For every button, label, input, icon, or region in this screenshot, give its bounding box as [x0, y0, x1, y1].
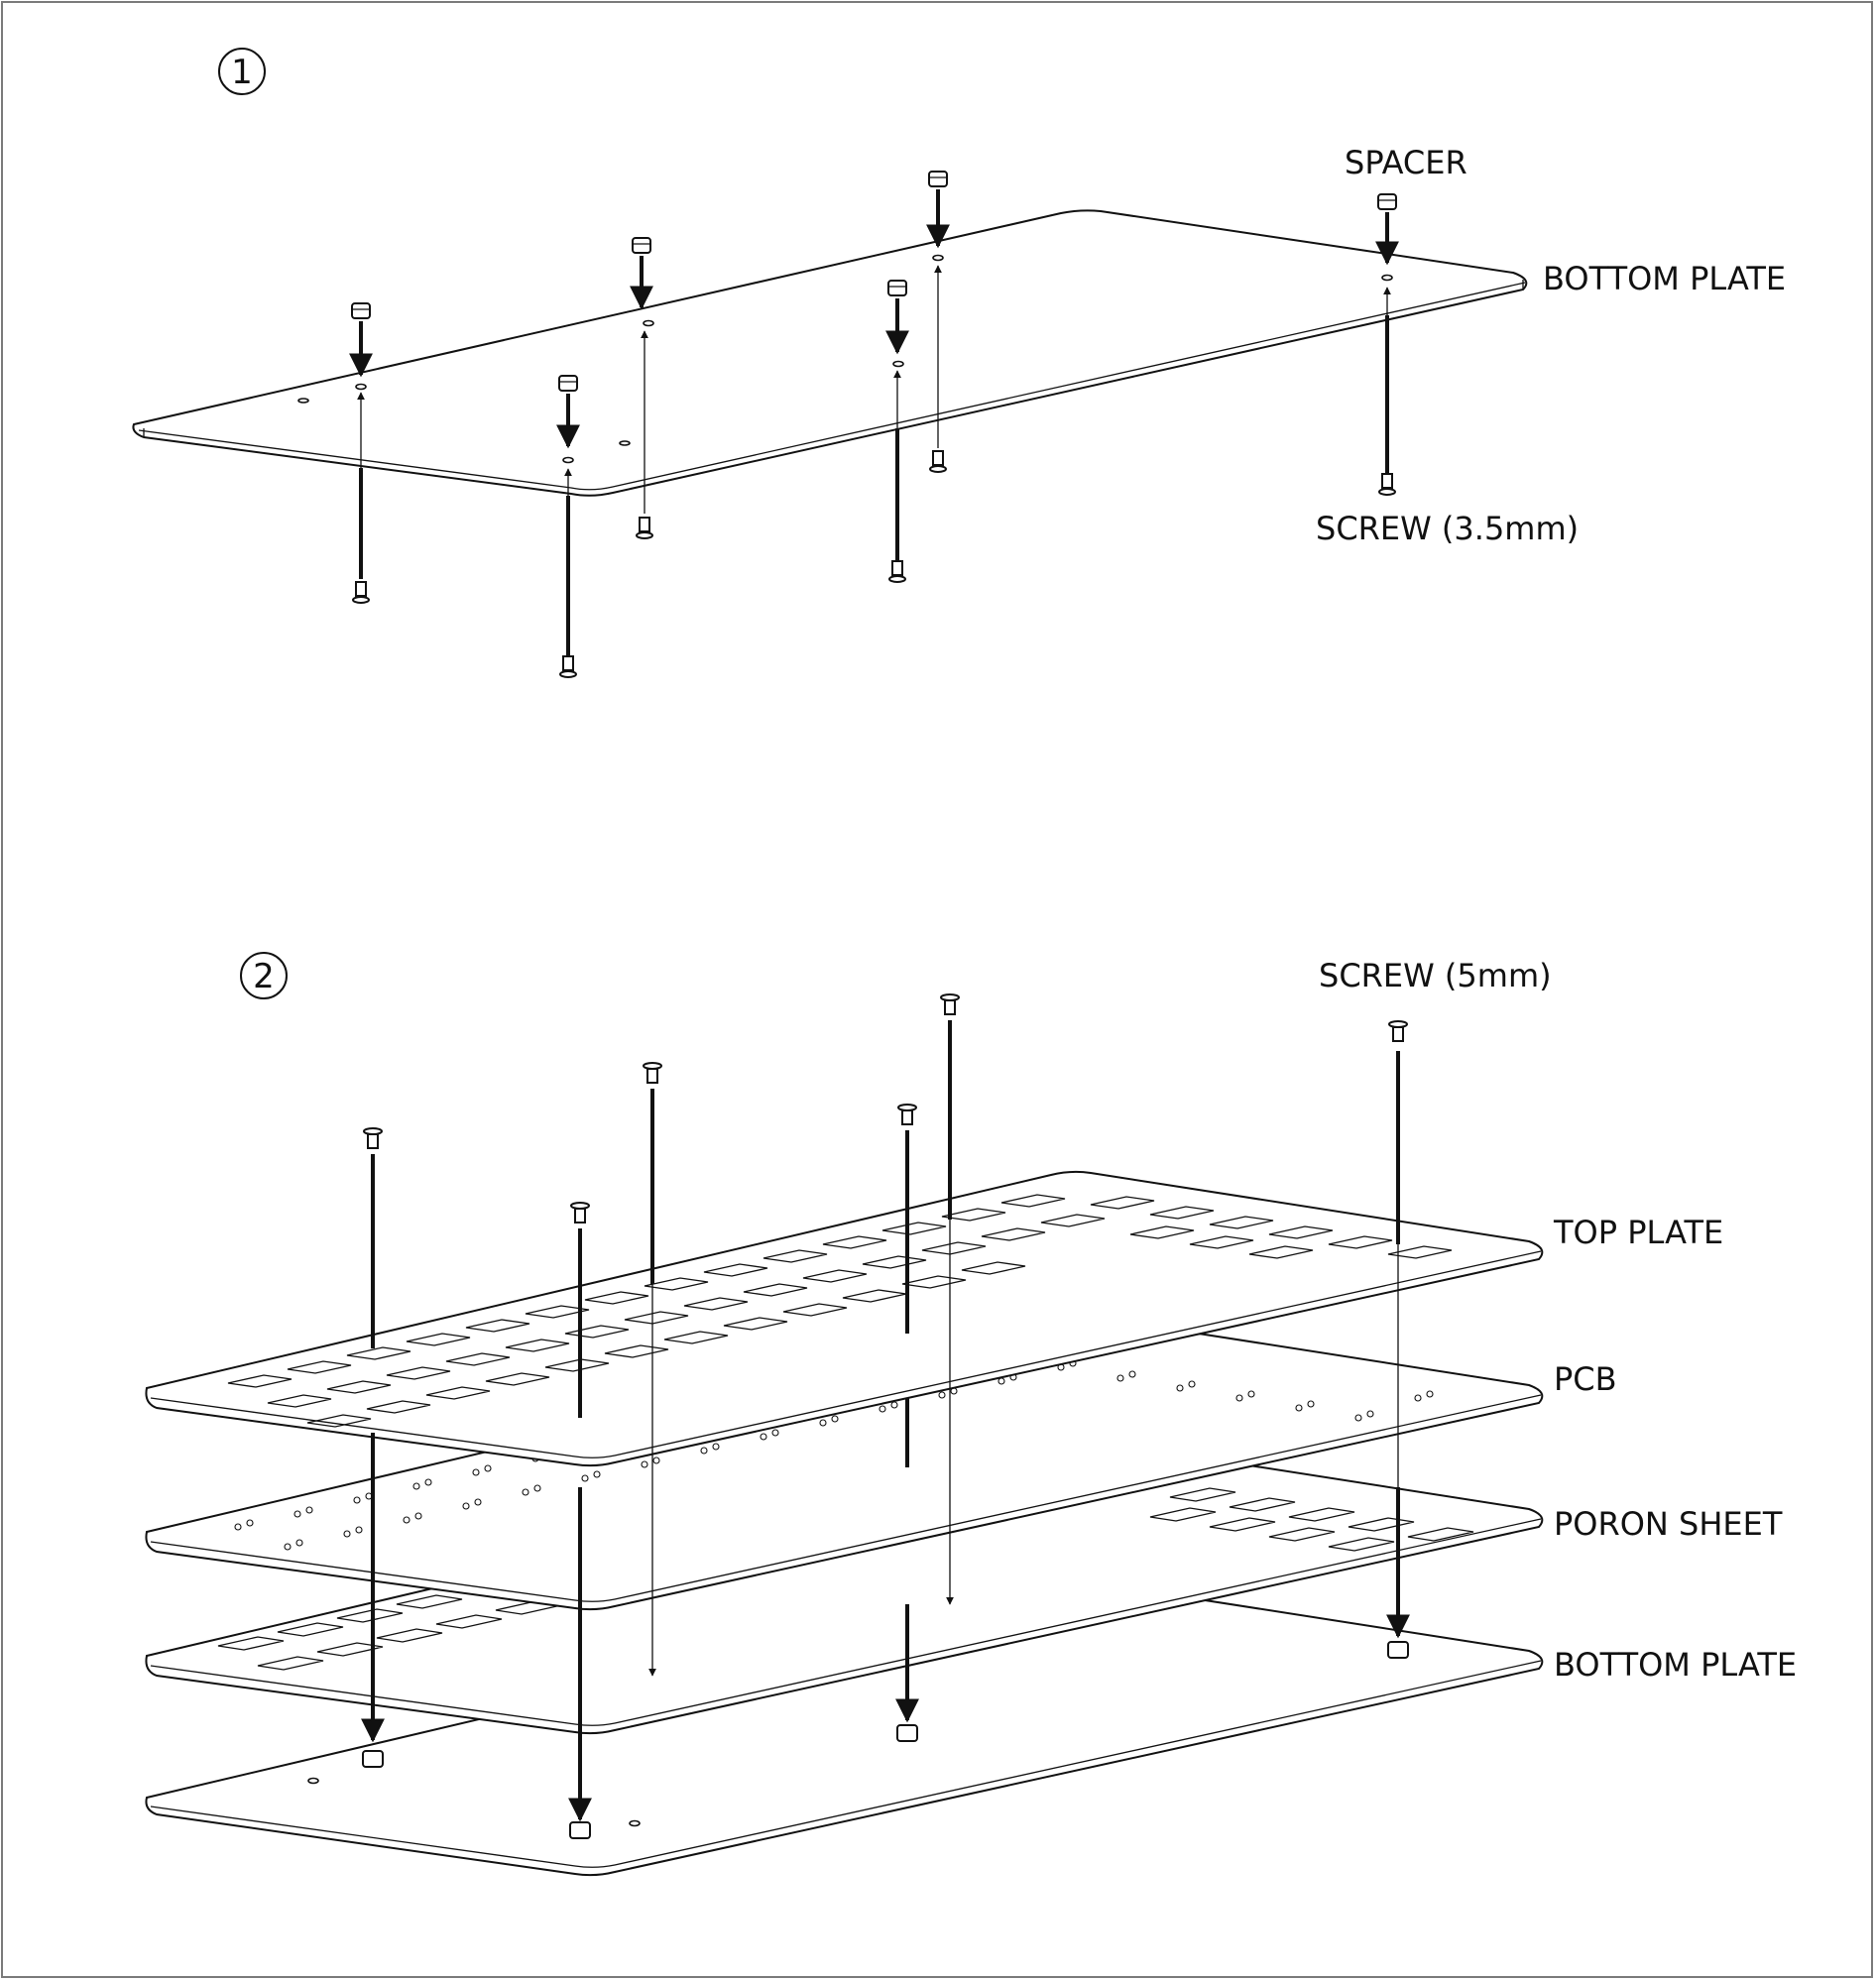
spacer-icon: [1377, 193, 1397, 210]
label-spacer: SPACER: [1345, 144, 1467, 181]
screw-icon: [929, 450, 947, 473]
step-1-bottom-plate: [132, 209, 1528, 497]
step-2-screws: [361, 993, 1410, 1839]
screw-icon: [363, 1127, 383, 1149]
label-top-plate: TOP PLATE: [1553, 1214, 1723, 1251]
screw-icon: [643, 1062, 662, 1084]
spacer-icon: [569, 1821, 591, 1839]
screw-icon: [559, 655, 577, 678]
spacer-icon: [632, 237, 651, 254]
spacer-icon: [558, 375, 578, 392]
screw-hole: [619, 440, 631, 446]
label-screw-3-5mm: SCREW (3.5mm): [1316, 510, 1579, 547]
label-screw-5mm: SCREW (5mm): [1319, 957, 1552, 994]
label-bottom-plate: BOTTOM PLATE: [1543, 260, 1786, 297]
screw-hole: [629, 1819, 641, 1827]
screw-icon: [636, 517, 653, 539]
step-1-spacer-arrows: [349, 189, 1399, 449]
pcb: [145, 1314, 1544, 1611]
spacer-icon: [351, 302, 371, 319]
spacer-icon: [887, 280, 907, 296]
screw-icon: [940, 993, 960, 1015]
spacer-icon: [362, 1750, 384, 1768]
spacer-icon: [896, 1724, 918, 1742]
step-1-number: 1: [231, 53, 253, 92]
step-2-number: 2: [253, 957, 275, 996]
top-plate-switch-cutouts: [227, 1194, 1453, 1428]
screw-hole: [892, 360, 904, 368]
screw-hole: [932, 254, 944, 262]
screw-hole: [562, 456, 574, 464]
screw-hole: [307, 1777, 319, 1785]
step-1-spacers: [351, 171, 1397, 392]
label-poron-sheet: PORON SHEET: [1554, 1505, 1783, 1543]
screw-hole: [643, 319, 654, 327]
screw-icon: [570, 1202, 590, 1224]
step-1-screws: [352, 265, 1396, 678]
poron-sheet: [145, 1438, 1544, 1735]
step-2-badge: 2: [240, 952, 288, 999]
step-2: 2: [145, 952, 1797, 1877]
screw-hole: [1381, 274, 1393, 282]
label-pcb: PCB: [1554, 1360, 1617, 1398]
screw-icon: [352, 581, 370, 604]
screw-icon: [1378, 473, 1396, 496]
screw-hole: [355, 383, 367, 391]
step-1: 1: [132, 48, 1786, 678]
screw-hole: [297, 398, 309, 404]
screw-icon: [1388, 1020, 1408, 1042]
screw-icon: [897, 1104, 917, 1125]
label-bottom-plate: BOTTOM PLATE: [1554, 1646, 1797, 1684]
spacer-icon: [1387, 1641, 1409, 1659]
spacer-icon: [928, 171, 948, 187]
step-1-badge: 1: [218, 48, 266, 95]
screw-icon: [888, 560, 906, 583]
top-plate: [145, 1170, 1544, 1467]
